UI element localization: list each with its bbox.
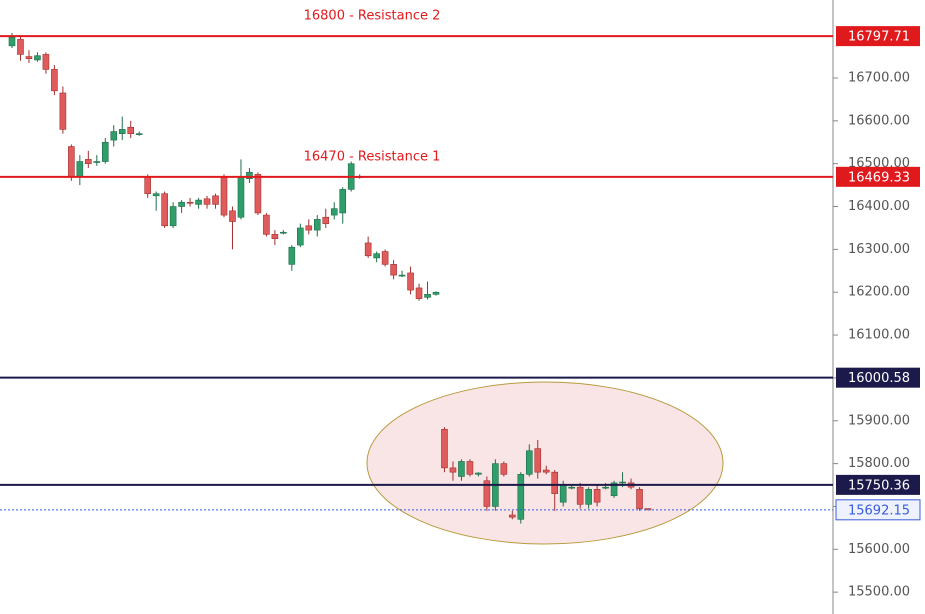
level-tag: [836, 166, 920, 187]
y-tick-label: 16300.00: [848, 242, 910, 257]
candle-body: [254, 174, 262, 214]
candle-body: [339, 189, 347, 214]
annotation: 16470 - Resistance 1: [304, 149, 441, 164]
y-tick-label: 16200.00: [848, 285, 910, 300]
candle-body: [169, 206, 177, 227]
candle-body: [93, 161, 101, 163]
level-tag: [836, 367, 920, 388]
candle-body: [203, 198, 211, 205]
candle-body: [101, 141, 109, 162]
candle-body: [127, 126, 135, 134]
candle-body: [51, 69, 58, 92]
candle-body: [271, 234, 279, 239]
level-tag: [835, 499, 921, 521]
y-tick-label: 16700.00: [848, 70, 910, 85]
candle-body: [602, 486, 609, 489]
level-label: 16797.71: [848, 30, 910, 45]
candle-body: [559, 484, 567, 503]
candle-body: [68, 146, 75, 177]
candle-body: [407, 272, 414, 291]
candle-body: [551, 471, 559, 494]
candle-body: [636, 489, 643, 509]
candle-body: [313, 219, 321, 231]
candle-body: [619, 481, 626, 484]
candle-body: [212, 195, 219, 205]
candle-body: [186, 201, 194, 204]
candle-body: [432, 291, 440, 295]
candle-body: [517, 474, 525, 520]
candle-body: [288, 246, 296, 265]
candle-body: [330, 208, 338, 216]
candle-body: [110, 131, 118, 141]
candle-body: [305, 225, 313, 231]
candle-body: [229, 210, 236, 222]
candle-body: [568, 486, 575, 489]
y-tick-label: 16400.00: [848, 199, 910, 214]
candle-body: [297, 227, 304, 246]
y-tick-label: 15900.00: [848, 413, 910, 428]
y-tick-label: 15800.00: [848, 456, 910, 471]
level-label: 16000.58: [848, 371, 910, 386]
candle-body: [76, 161, 84, 177]
candle-body: [475, 472, 482, 475]
candle-body: [509, 514, 516, 518]
candle-body: [449, 467, 457, 473]
candle-body: [500, 463, 508, 475]
candle-body: [415, 287, 423, 299]
candle-body: [25, 56, 33, 60]
candle-body: [585, 489, 592, 505]
y-tick-label: 15500.00: [848, 585, 910, 600]
candle-body: [195, 199, 202, 205]
candle-body: [373, 253, 380, 259]
candle-body: [322, 216, 330, 224]
candle-body: [542, 469, 550, 473]
candle-body: [381, 251, 389, 265]
candle-body: [534, 448, 542, 473]
candle-body: [59, 92, 67, 130]
y-tick-label: 15600.00: [848, 542, 910, 557]
candle-body: [118, 129, 126, 134]
candle-body: [576, 486, 584, 505]
candle-body: [17, 39, 24, 55]
candle-body: [593, 489, 601, 503]
candle-body: [8, 36, 16, 47]
candle-body: [34, 55, 41, 61]
candle-body: [152, 193, 160, 197]
candle-body: [246, 171, 253, 179]
highlight-ellipse: [366, 381, 724, 545]
candle-body: [525, 450, 533, 475]
annotation: 16800 - Resistance 2: [304, 9, 441, 24]
candle-body: [424, 294, 431, 298]
candle-body: [85, 159, 92, 164]
candle-body: [135, 133, 143, 135]
level-label: 15750.36: [848, 478, 910, 493]
candle-body: [458, 461, 465, 477]
level-label: 15692.15: [848, 503, 910, 518]
candle-body: [144, 176, 151, 194]
candle-body: [390, 264, 397, 276]
y-tick-label: 16600.00: [848, 113, 910, 128]
candle-body: [466, 461, 474, 475]
candle-body: [178, 201, 185, 207]
candle-body: [220, 176, 228, 216]
candle-body: [280, 231, 287, 234]
level-label: 16469.33: [848, 170, 910, 185]
candle-body: [42, 54, 50, 70]
candle-body: [441, 429, 448, 469]
level-tag: [836, 26, 920, 47]
candle-body: [161, 193, 168, 227]
candle-body: [610, 482, 618, 497]
y-tick-label: 16100.00: [848, 328, 910, 343]
level-tag: [836, 474, 920, 495]
candle-body: [263, 214, 270, 235]
candle-body: [364, 242, 372, 257]
candle-body: [237, 176, 245, 218]
candle-body: [398, 274, 406, 277]
candle-body: [483, 480, 491, 507]
